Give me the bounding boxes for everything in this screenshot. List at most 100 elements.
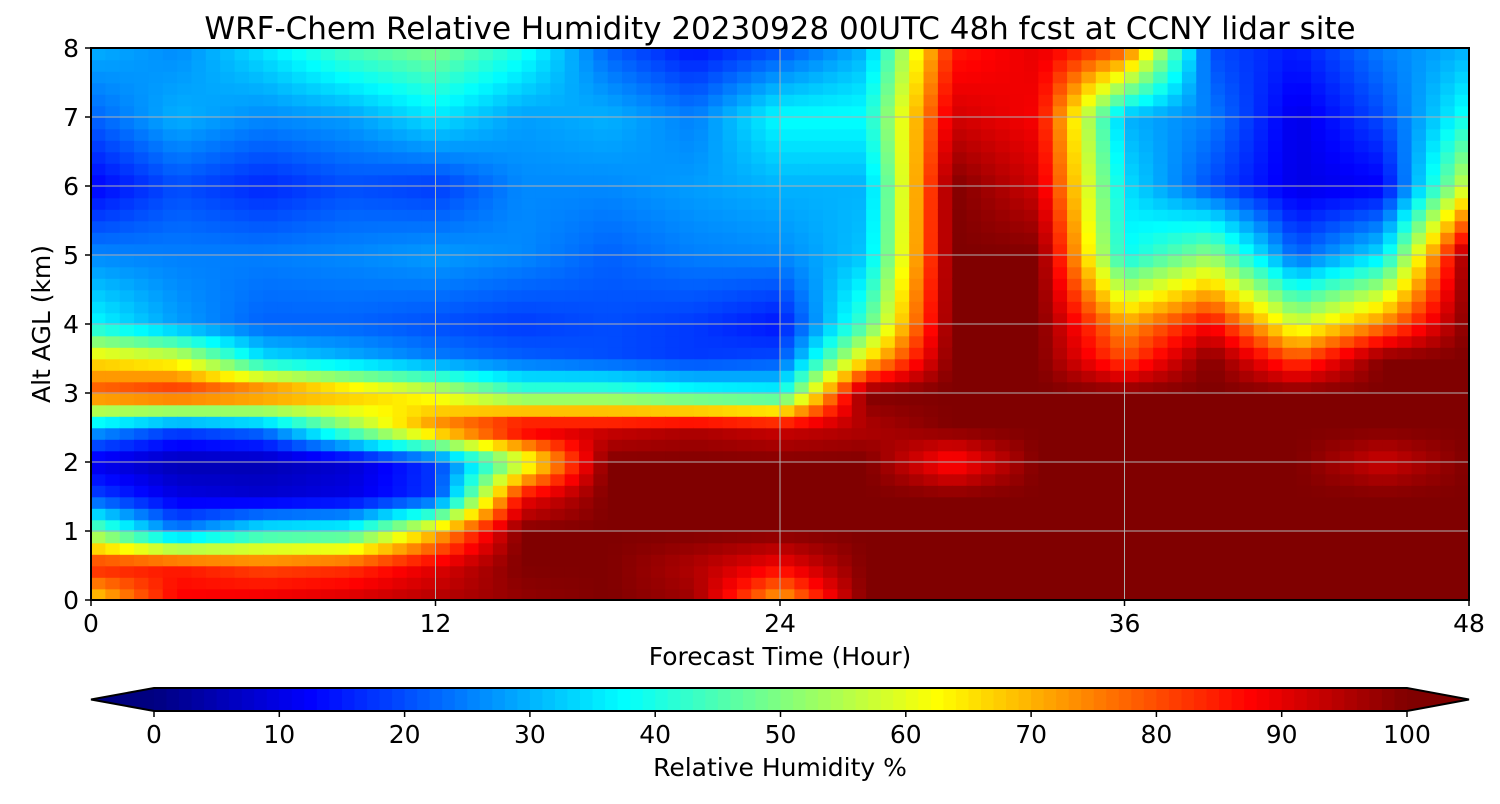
rh-field-cell <box>1454 266 1469 279</box>
rh-field-cell <box>248 255 265 268</box>
rh-field-cell <box>550 554 566 567</box>
colorbar-segment <box>517 688 531 711</box>
colorbar-segment <box>1244 688 1258 711</box>
rh-field-cell <box>449 94 465 107</box>
rh-field-cell <box>966 508 982 521</box>
rh-field-cell <box>1024 531 1040 544</box>
rh-field-cell <box>751 324 767 337</box>
rh-field-cell <box>435 197 451 210</box>
rh-field-cell <box>837 565 853 578</box>
rh-field-cell <box>607 289 623 302</box>
rh-field-cell <box>492 450 509 463</box>
rh-field-cell <box>1081 301 1097 314</box>
rh-field-cell <box>1440 393 1456 406</box>
rh-field-cell <box>1339 358 1355 371</box>
rh-field-cell <box>880 71 896 84</box>
rh-field-cell <box>1181 174 1198 187</box>
rh-field-cell <box>636 48 652 61</box>
rh-field-cell <box>105 427 121 440</box>
rh-field-cell <box>1425 128 1442 141</box>
rh-field-cell <box>650 140 666 153</box>
rh-field-cell <box>923 416 939 429</box>
rh-field-cell <box>1268 94 1284 107</box>
rh-field-cell <box>306 312 322 325</box>
rh-field-cell <box>1239 358 1255 371</box>
rh-field-cell <box>1296 232 1312 245</box>
rh-field-cell <box>823 347 839 360</box>
rh-field-cell <box>1210 59 1226 72</box>
rh-field-cell <box>1296 485 1312 498</box>
rh-field-cell <box>966 439 982 452</box>
rh-field-cell <box>1440 220 1456 233</box>
rh-field-cell <box>866 416 882 429</box>
rh-field-cell <box>1024 301 1040 314</box>
rh-field-cell <box>622 496 638 509</box>
y-tick-label: 3 <box>63 379 79 408</box>
rh-field-cell <box>1354 462 1370 475</box>
rh-field-cell <box>335 140 351 153</box>
rh-field-cell <box>1354 312 1370 325</box>
rh-field-cell <box>507 140 523 153</box>
rh-field-cell <box>306 174 322 187</box>
rh-field-cell <box>550 255 566 268</box>
rh-field-cell <box>722 335 738 348</box>
rh-field-cell <box>191 105 207 118</box>
rh-field-cell <box>291 485 308 498</box>
rh-field-cell <box>205 128 221 141</box>
rh-field-cell <box>593 71 609 84</box>
rh-field-cell <box>134 71 150 84</box>
rh-field-cell <box>823 393 839 406</box>
rh-field-cell <box>449 278 465 291</box>
rh-field-cell <box>665 519 681 532</box>
rh-field-cell <box>636 163 652 176</box>
rh-field-cell <box>1253 163 1269 176</box>
rh-field-cell <box>1282 48 1298 61</box>
rh-field-cell <box>751 565 767 578</box>
rh-field-cell <box>1210 174 1226 187</box>
rh-field-cell <box>1339 381 1355 394</box>
rh-field-cell <box>507 473 523 486</box>
rh-field-cell <box>1325 278 1341 291</box>
rh-field-cell <box>507 163 523 176</box>
rh-field-cell <box>1253 565 1269 578</box>
rh-field-cell <box>1368 347 1384 360</box>
rh-field-cell <box>378 577 394 590</box>
rh-field-cell <box>378 255 394 268</box>
rh-field-cell <box>593 82 609 95</box>
rh-field-cell <box>392 243 408 256</box>
colorbar-segment <box>1081 688 1095 711</box>
rh-field-cell <box>851 496 867 509</box>
rh-field-cell <box>335 48 351 61</box>
rh-field-cell <box>1325 255 1341 268</box>
rh-field-cell <box>765 163 781 176</box>
rh-field-cell <box>1081 416 1097 429</box>
rh-field-cell <box>177 255 193 268</box>
rh-field-cell <box>1181 220 1198 233</box>
rh-field-cell <box>823 565 839 578</box>
rh-field-cell <box>679 347 695 360</box>
rh-field-cell <box>1268 128 1284 141</box>
rh-field-cell <box>1153 370 1169 383</box>
rh-field-cell <box>780 358 796 371</box>
rh-field-cell <box>1110 128 1126 141</box>
rh-field-cell <box>1268 531 1284 544</box>
colorbar-segment <box>642 688 656 711</box>
rh-field-cell <box>751 48 767 61</box>
rh-field-cell <box>105 554 121 567</box>
rh-field-cell <box>464 209 480 222</box>
rh-field-cell <box>1454 243 1469 256</box>
rh-field-cell <box>636 542 652 555</box>
rh-field-cell <box>1095 232 1111 245</box>
rh-field-cell <box>105 577 121 590</box>
rh-field-cell <box>1239 197 1255 210</box>
rh-field-cell <box>794 508 810 521</box>
rh-field-cell <box>291 151 308 164</box>
rh-field-cell <box>980 94 997 107</box>
rh-field-cell <box>1368 232 1384 245</box>
rh-field-cell <box>909 393 925 406</box>
rh-field-cell <box>909 278 925 291</box>
rh-field-cell <box>478 393 494 406</box>
rh-field-cell <box>220 82 236 95</box>
rh-field-cell <box>1095 531 1111 544</box>
rh-field-cell <box>593 450 609 463</box>
